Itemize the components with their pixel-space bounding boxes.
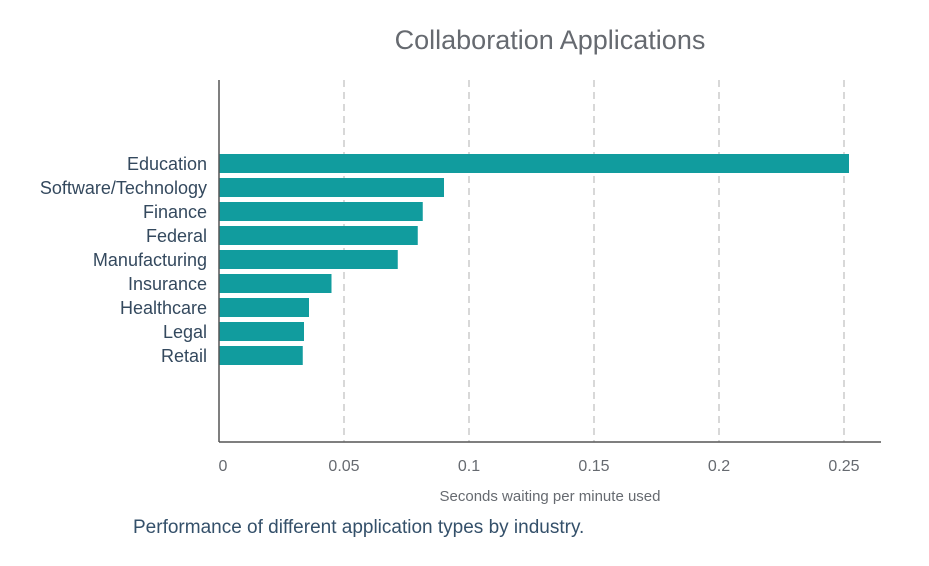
category-label: Insurance (128, 274, 207, 294)
bar (219, 298, 309, 317)
category-label: Federal (146, 226, 207, 246)
category-labels: Education Software/Technology Finance Feder… (40, 154, 207, 366)
category-label: Education (127, 154, 207, 174)
bar (219, 202, 423, 221)
bar (219, 274, 332, 293)
figure-caption: Performance of different application typ… (133, 517, 585, 538)
bar (219, 250, 398, 269)
bar (219, 346, 303, 365)
category-label: Retail (161, 346, 207, 366)
bar (219, 322, 304, 341)
x-tick-label: 0 (219, 458, 228, 475)
bars (219, 154, 849, 365)
x-axis-title: Seconds waiting per minute used (440, 488, 661, 505)
grid-lines (343, 80, 845, 442)
category-label: Healthcare (120, 298, 207, 318)
bar (219, 178, 444, 197)
x-tick-label: 0.1 (458, 458, 480, 475)
category-label: Software/Technology (40, 178, 207, 198)
category-label: Legal (163, 322, 207, 342)
x-tick-label: 0.25 (828, 458, 859, 475)
category-label: Finance (143, 202, 207, 222)
x-tick-label: 0.2 (708, 458, 730, 475)
x-tick-labels: 0 0.05 0.1 0.15 0.2 0.25 (219, 458, 860, 475)
chart-title: Collaboration Applications (395, 25, 706, 55)
x-tick-label: 0.05 (328, 458, 359, 475)
x-tick-label: 0.15 (578, 458, 609, 475)
bar (219, 154, 849, 173)
bar (219, 226, 418, 245)
category-label: Manufacturing (93, 250, 207, 270)
